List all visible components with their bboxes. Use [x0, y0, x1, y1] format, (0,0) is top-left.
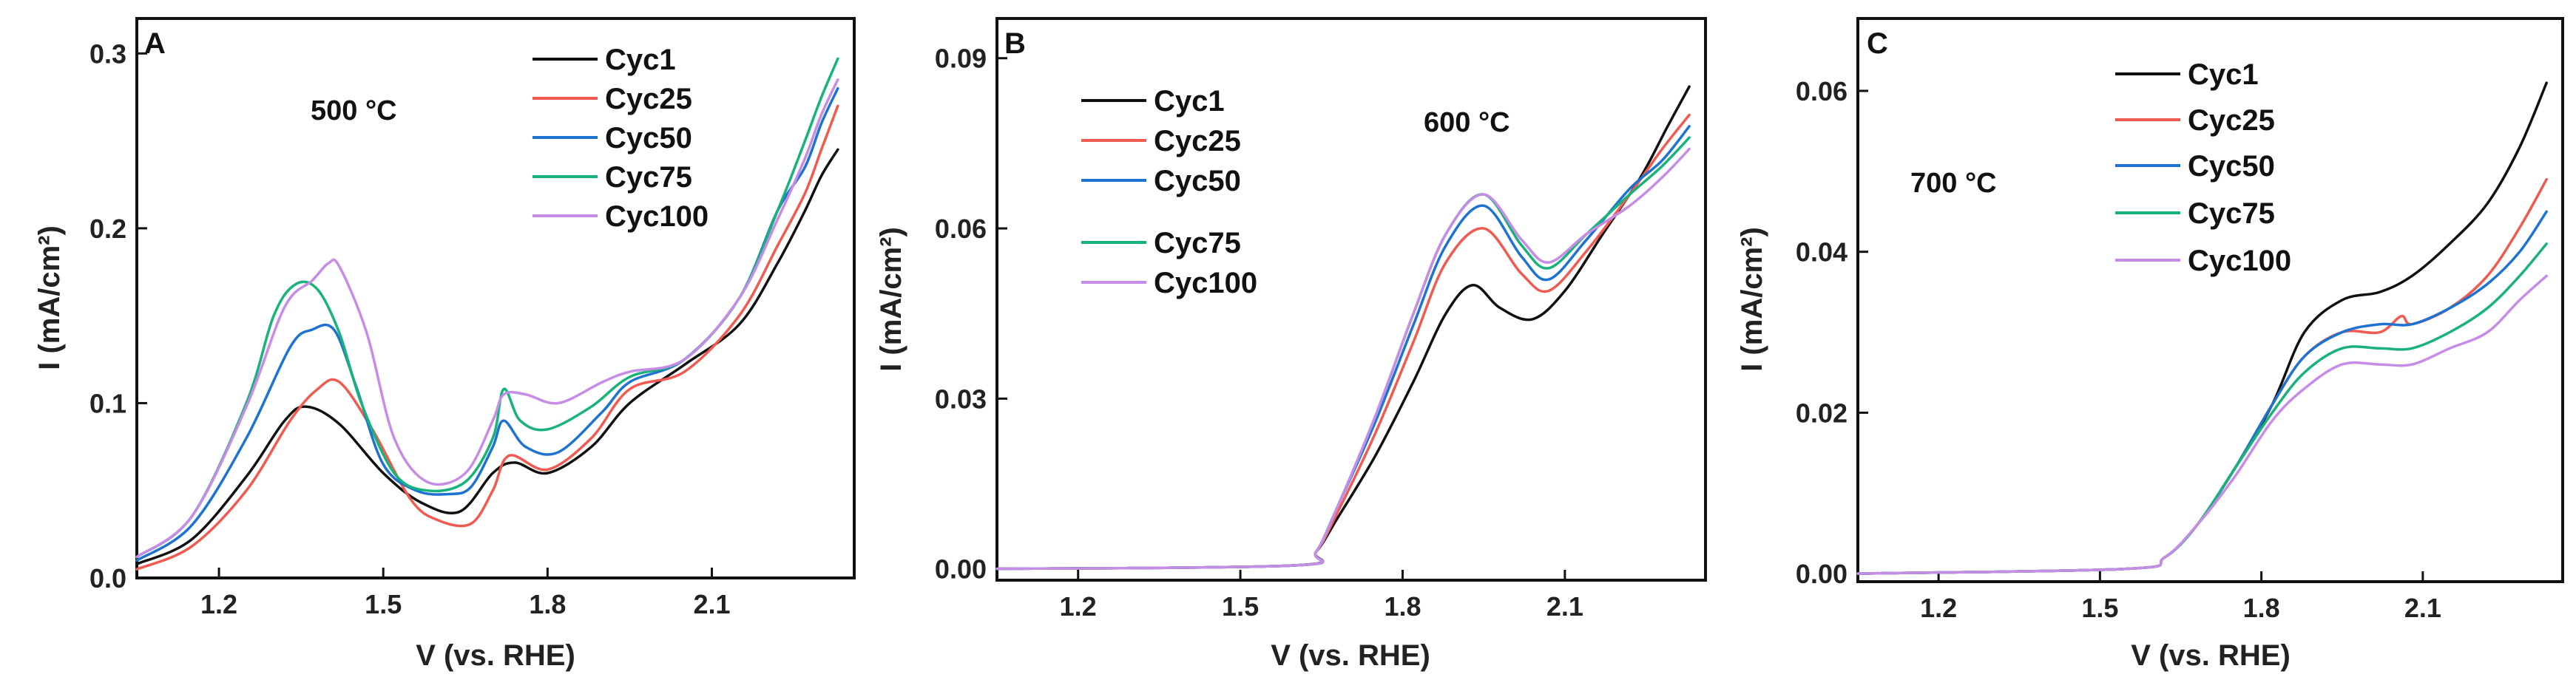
legend-label-cyc100: Cyc100 [2188, 245, 2291, 277]
x-tick-labels: 1.2 1.5 1.8 2.1 [1060, 591, 1583, 622]
x-tick-label: 1.2 [1920, 593, 1957, 623]
x-tick-labels: 1.2 1.5 1.8 2.1 [200, 589, 730, 619]
plot-frame [1856, 17, 2564, 583]
panel-letter: B [1004, 27, 1026, 60]
series-line-cyc25 [135, 104, 839, 571]
y-axis-title: I (mA/cm²) [1736, 227, 1768, 372]
x-axis-title: V (vs. RHE) [2131, 639, 2291, 672]
legend-label-cyc50: Cyc50 [2188, 150, 2275, 183]
y-tick-label: 0.02 [1796, 398, 1848, 428]
y-axis-title: I (mA/cm²) [33, 225, 66, 370]
legend-label-cyc50: Cyc50 [1154, 165, 1241, 197]
legend: Cyc1 Cyc25 Cyc50 Cyc75 Cyc100 [533, 44, 709, 233]
series-line-cyc100 [1856, 274, 2548, 575]
x-tick-labels: 1.2 1.5 1.8 2.1 [1920, 593, 2441, 623]
x-tick-label: 2.1 [693, 589, 730, 619]
panel-letter: A [144, 27, 166, 60]
legend: Cyc1 Cyc25 Cyc50 Cyc75 Cyc100 [2115, 58, 2291, 277]
x-tick-label: 2.1 [1546, 591, 1583, 622]
panel-letter: C [1867, 27, 1888, 60]
temperature-label: 700 °C [1910, 168, 1997, 199]
x-tick-label: 1.8 [1384, 591, 1421, 622]
x-tick-label: 1.5 [365, 589, 402, 619]
x-axis-title: V (vs. RHE) [416, 639, 575, 672]
y-tick-label: 0.06 [935, 214, 987, 244]
temperature-label: 500 °C [311, 95, 397, 126]
x-tick-label: 1.2 [1060, 591, 1097, 622]
legend-label-cyc100: Cyc100 [1154, 267, 1257, 299]
panel-b: 1.2 1.5 1.8 2.1 0.00 0.03 0.06 0.09 B 600 °C V… [875, 17, 1707, 672]
y-tick-label: 0.06 [1796, 76, 1848, 106]
series-lines [995, 85, 1691, 571]
legend: Cyc1 Cyc25 Cyc50 Cyc75 Cyc100 [1081, 85, 1257, 299]
y-tick-label: 0.2 [89, 214, 126, 244]
legend-label-cyc25: Cyc25 [2188, 104, 2275, 137]
x-tick-label: 2.1 [2404, 593, 2441, 623]
y-tick-labels: 0.00 0.03 0.06 0.09 [935, 44, 987, 585]
x-axis-title: V (vs. RHE) [1271, 639, 1430, 672]
legend-label-cyc1: Cyc1 [2188, 58, 2259, 91]
panel-a: 1.2 1.5 1.8 2.1 0.0 0.1 0.2 0.3 A 500 °C V (vs… [33, 17, 856, 672]
series-lines [1856, 81, 2548, 575]
y-axis-title: I (mA/cm²) [875, 227, 907, 372]
legend-label-cyc75: Cyc75 [2188, 197, 2275, 230]
x-tick-label: 1.5 [1222, 591, 1259, 622]
x-tick-label: 1.8 [2243, 593, 2280, 623]
legend-label-cyc100: Cyc100 [605, 200, 709, 233]
temperature-label: 600 °C [1424, 107, 1510, 138]
legend-label-cyc75: Cyc75 [1154, 227, 1241, 259]
legend-label-cyc25: Cyc25 [1154, 125, 1241, 157]
y-tick-label: 0.00 [1796, 559, 1848, 589]
y-tick-label: 0.3 [89, 38, 126, 69]
legend-label-cyc1: Cyc1 [1154, 85, 1225, 118]
legend-label-cyc1: Cyc1 [605, 44, 676, 76]
x-tick-label: 1.8 [529, 589, 566, 619]
x-tick-label: 1.5 [2081, 593, 2118, 623]
y-tick-labels: 0.00 0.02 0.04 0.06 [1796, 76, 1848, 589]
y-tick-labels: 0.0 0.1 0.2 0.3 [89, 38, 126, 593]
legend-label-cyc75: Cyc75 [605, 161, 692, 194]
y-tick-label: 0.04 [1796, 237, 1848, 268]
series-line-cyc100 [995, 147, 1691, 571]
y-tick-label: 0.00 [935, 554, 987, 585]
x-tick-label: 1.2 [200, 589, 237, 619]
series-line-cyc100 [135, 78, 839, 559]
legend-label-cyc50: Cyc50 [605, 122, 692, 154]
y-tick-label: 0.0 [89, 563, 126, 593]
tick-marks [137, 52, 713, 579]
y-tick-label: 0.03 [935, 384, 987, 414]
panel-c: 1.2 1.5 1.8 2.1 0.00 0.02 0.04 0.06 C 700 °C V… [1736, 17, 2564, 672]
y-tick-label: 0.1 [89, 388, 126, 418]
series-lines [135, 57, 839, 571]
legend-label-cyc25: Cyc25 [605, 83, 692, 115]
y-tick-label: 0.09 [935, 44, 987, 74]
